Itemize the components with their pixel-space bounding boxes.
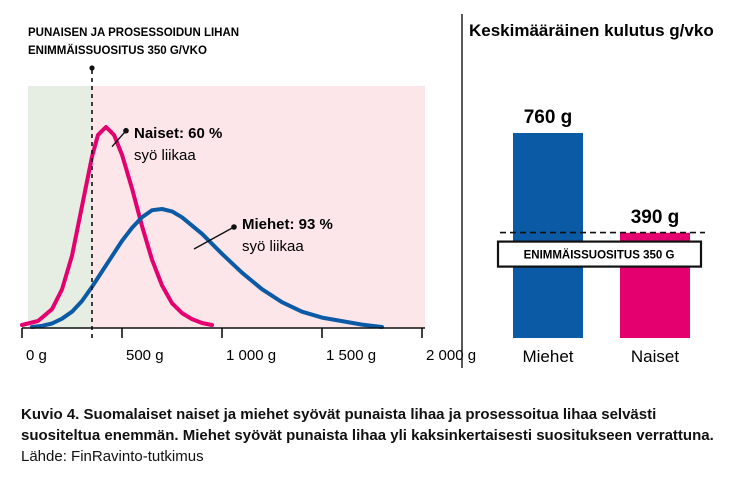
over-limit-zone (92, 86, 425, 328)
curve-miehet (30, 207, 384, 329)
x-tick-label: 1 500 g (326, 347, 376, 364)
reference-label: ENIMMÄISSUOSITUS 350 G (524, 249, 675, 262)
bar-miehet (513, 133, 583, 338)
distribution-title-line-2: ENIMMÄISSUOSITUS 350 G/VKO (28, 44, 207, 57)
annotation-text-naiset: syö liikaa (134, 147, 196, 164)
caption-source: Lähde: FinRavinto-tutkimus (21, 448, 204, 465)
bar-chart-title: Keskimääräinen kulutus g/vko (469, 21, 714, 40)
caption-text: Suomalaiset naiset ja miehet syövät puna… (21, 406, 714, 444)
x-ticks: 0 g 500 g 1 000 g 1 500 g 2 000 g (21, 328, 476, 364)
annotation-leader-miehet (193, 226, 235, 250)
bar-value-label: 760 g (524, 107, 573, 128)
figure-caption: Kuvio 4. Suomalaiset naiset ja miehet sy… (21, 404, 721, 467)
annotation-share-naiset: Naiset: 60 % (134, 125, 222, 142)
distribution-chart: PUNAISEN JA PROSESSOIDUN LIHAN ENIMMÄISS… (20, 27, 476, 364)
annotations: Naiset: 60 % syö liikaa Miehet: 93 % syö li… (111, 125, 333, 255)
bar-category-label: Miehet (522, 347, 573, 366)
annotation-leader-naiset (111, 130, 127, 148)
density-curves (20, 125, 384, 329)
distribution-title-line-1: PUNAISEN JA PROSESSOIDUN LIHAN (28, 27, 239, 39)
x-tick-label: 500 g (126, 347, 164, 364)
annotation-share-miehet: Miehet: 93 % (242, 216, 333, 233)
x-tick-label: 1 000 g (226, 347, 276, 364)
annotation-text-miehet: syö liikaa (242, 238, 304, 255)
bar-value-label: 390 g (631, 207, 680, 228)
x-tick-label: 0 g (26, 347, 47, 364)
bar-category-label: Naiset (631, 347, 679, 366)
chart-canvas: PUNAISEN JA PROSESSOIDUN LIHAN ENIMMÄISS… (20, 14, 714, 368)
consumption-bar-chart: Keskimääräinen kulutus g/vko 760 g Miehet… (469, 21, 714, 366)
threshold-marker (89, 65, 95, 71)
reference-label-box (496, 240, 703, 268)
x-tick-label: 2 000 g (426, 347, 476, 364)
bars: 760 g Miehet 390 g Naiset (513, 107, 690, 366)
curve-naiset (20, 125, 214, 327)
caption-label: Kuvio 4. (21, 406, 80, 423)
